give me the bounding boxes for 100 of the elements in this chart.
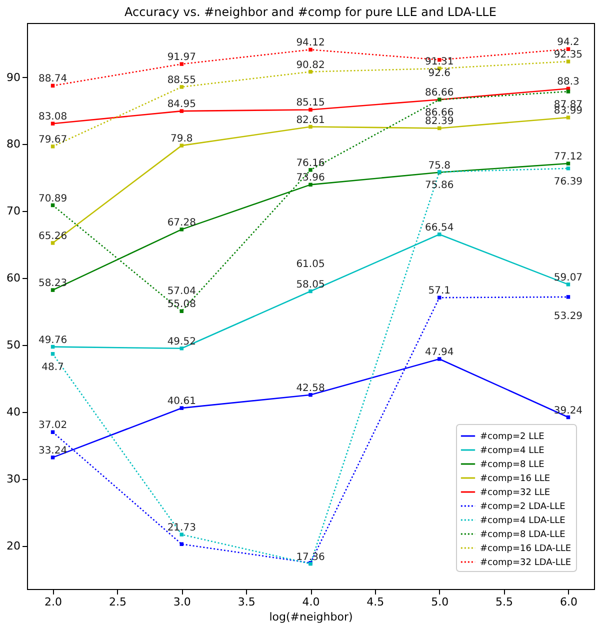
data-label: 85.15 [296,98,325,109]
point [50,122,55,126]
point [566,162,570,166]
data-label: 83.99 [554,106,583,117]
data-label: 57.1 [428,286,450,297]
point [180,532,184,536]
y-tick-label: 40 [6,406,20,419]
point [308,182,312,187]
x-tick-label: 4.5 [366,596,384,608]
x-tick-label: 2.5 [108,596,126,608]
data-label: 75.8 [428,160,450,172]
data-label: 92.6 [428,68,450,79]
point [50,288,55,292]
data-label: 58.23 [38,278,68,290]
data-label: 88.55 [167,74,196,86]
legend-label: #comp=16 LLE [480,474,550,484]
point [180,144,184,148]
data-label: 76.16 [296,158,325,169]
point [308,108,312,112]
point [50,456,55,460]
legend-label: #comp=16 LDA-LLE [480,544,572,554]
legend-label: #comp=4 LLE [480,446,545,456]
point [308,289,312,294]
x-tick-label: 5.5 [496,596,514,608]
point [566,60,570,64]
data-label: 82.61 [296,114,325,126]
data-label: 94.12 [296,38,325,49]
data-label: 73.96 [296,172,325,184]
data-label: 21.73 [167,522,196,534]
data-label: 70.89 [38,193,68,204]
y-tick-label: 50 [6,338,20,352]
point [437,232,442,236]
y-tick-label: 70 [6,204,20,218]
x-tick-label: 3.0 [173,596,191,608]
data-label: 58.05 [296,279,325,290]
x-tick-label: 2.0 [44,596,62,608]
legend-label: #comp=2 LLE [480,432,545,442]
annotation: 57.04 [167,286,196,298]
x-tick-label: 6.0 [560,596,578,608]
point [308,124,312,129]
data-label: 82.39 [425,116,454,128]
y-tick-label: 60 [6,272,20,285]
data-label: 47.94 [425,346,454,358]
data-label: 37.02 [38,420,68,432]
data-label: 77.12 [554,152,583,163]
data-label: 83.08 [38,112,68,123]
data-label: 33.24 [38,445,68,456]
point [50,352,55,356]
data-label: 49.76 [38,334,68,346]
data-label: 88.3 [557,76,580,88]
point [566,282,570,286]
point [566,90,570,94]
legend-label: #comp=4 LDA-LLE [480,516,566,526]
point [308,168,312,172]
point [180,346,184,350]
legend-label: #comp=8 LDA-LLE [480,530,566,540]
data-label: 90.82 [296,60,325,71]
point [50,144,55,148]
legend-label: #comp=8 LLE [480,460,545,470]
data-label: 76.39 [554,176,583,188]
data-label: 84.95 [167,99,196,110]
data-label: 91.97 [167,52,196,64]
data-label: 48.7 [42,362,64,373]
x-axis-title: log(#neighbor) [269,610,353,624]
data-label: 94.2 [557,37,580,48]
data-label: 49.52 [167,336,196,348]
legend-label: #comp=32 LLE [480,488,550,498]
legend-label: #comp=2 LDA-LLE [480,502,566,512]
data-label: 40.61 [167,396,196,408]
chart-title: Accuracy vs. #neighbor and #comp for pure LLE and LDA-LLE [124,5,496,19]
data-label: 67.28 [167,217,196,228]
x-tick-label: 4.0 [302,596,320,608]
data-label: 92.35 [554,50,583,61]
y-tick-label: 20 [6,540,20,553]
point [180,109,184,113]
annotation: 61.05 [296,259,325,270]
point [50,241,55,245]
point [180,406,184,410]
y-tick-label: 80 [6,138,20,151]
point [566,116,570,120]
data-label: 42.58 [296,382,325,394]
y-tick-label: 30 [6,472,20,486]
y-tick-label: 90 [6,70,20,84]
point [566,295,570,299]
x-tick-label: 5.0 [431,596,449,608]
point [180,62,184,66]
point [566,166,570,170]
data-label: 79.67 [38,134,68,146]
data-label: 79.8 [170,134,193,145]
data-label: 88.74 [38,74,68,85]
annotation: 53.29 [554,311,583,322]
data-label: 66.54 [425,222,454,234]
data-label: 39.24 [554,405,583,416]
point [180,85,184,89]
data-label: 59.07 [554,272,583,284]
point [308,70,312,74]
point [437,357,442,361]
data-label: 86.66 [425,88,454,99]
point [180,228,184,232]
x-tick-label: 3.5 [238,596,256,608]
